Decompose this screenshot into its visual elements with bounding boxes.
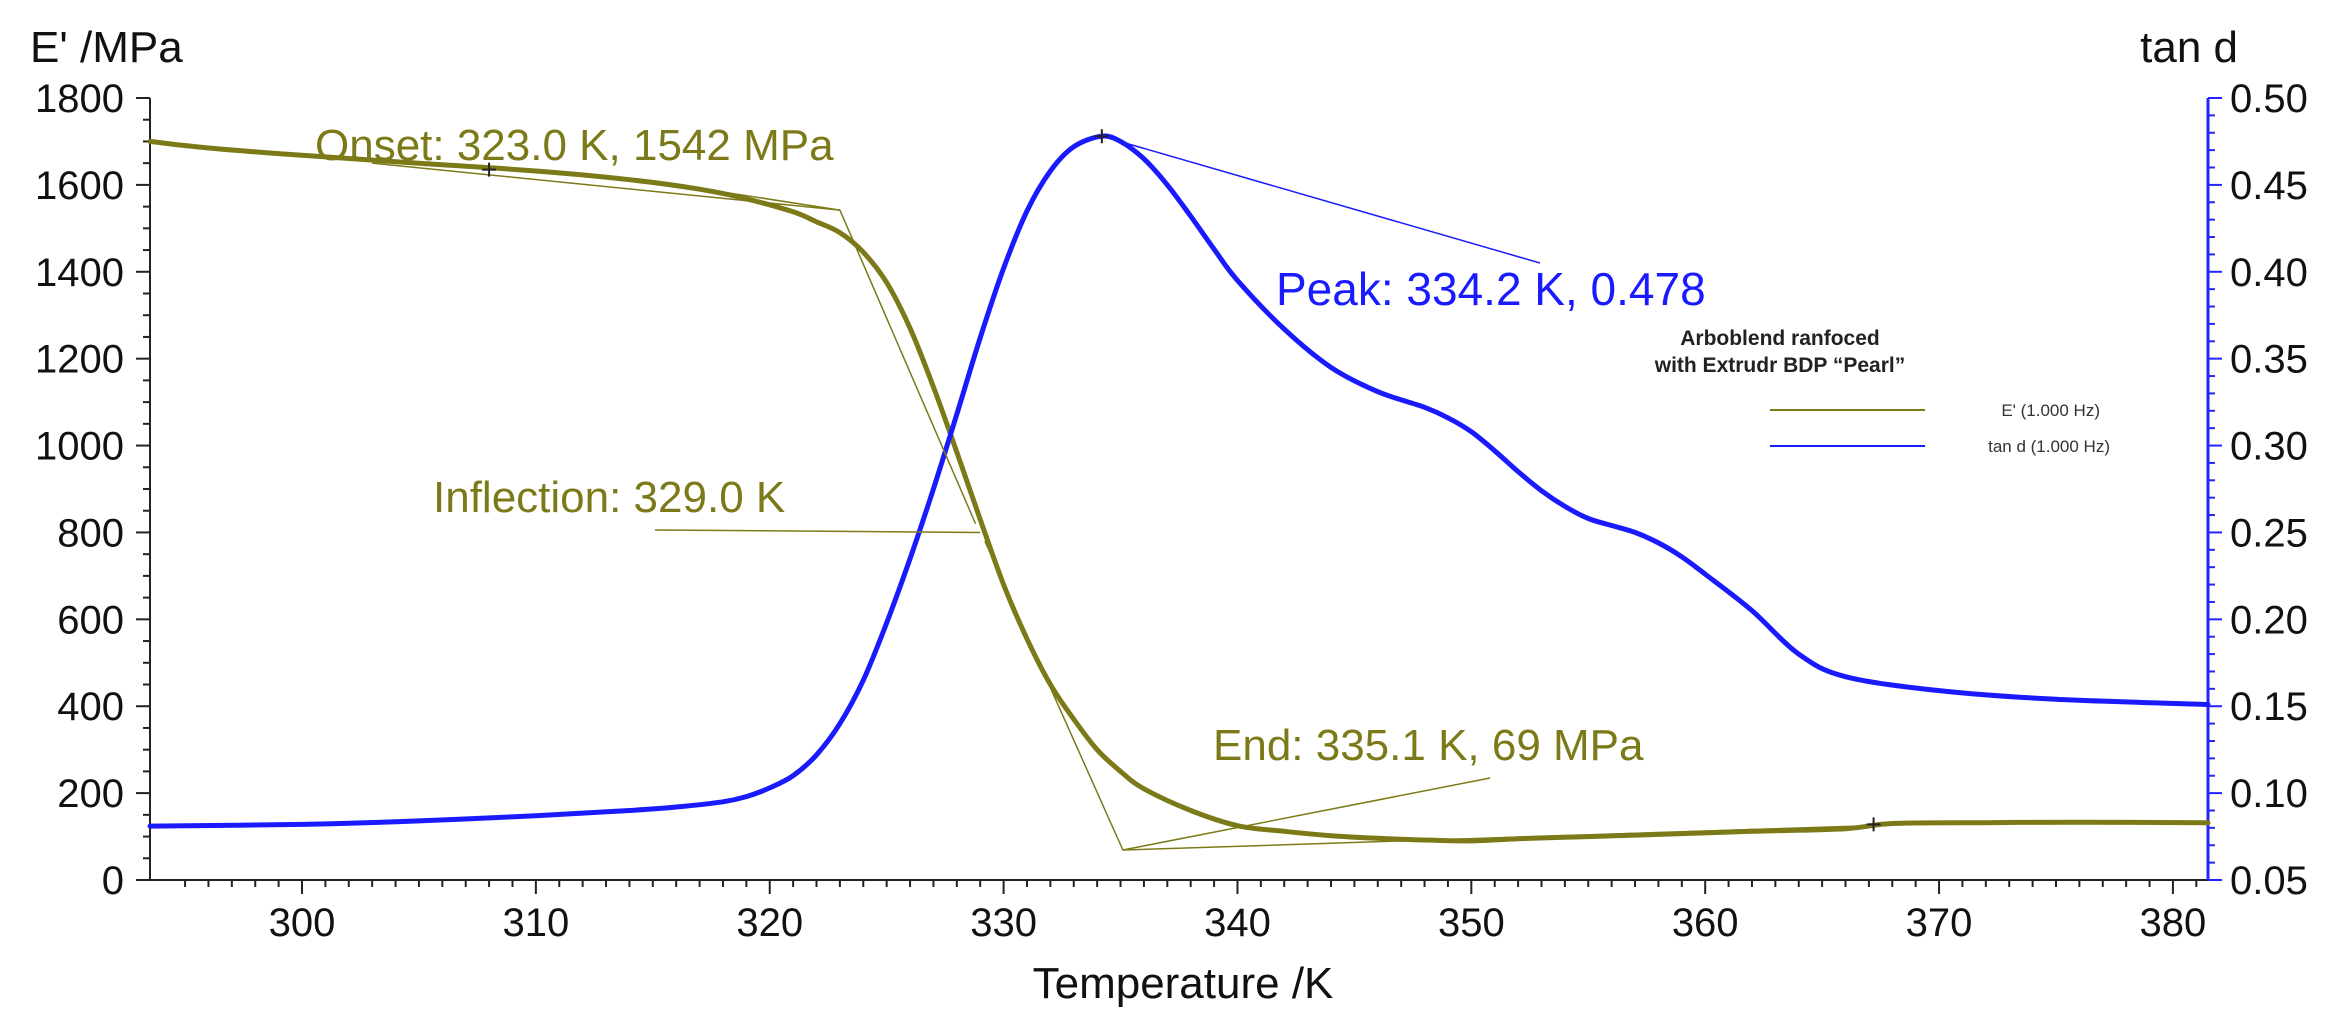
y-right-tick-label: 0.35 <box>2230 338 2308 382</box>
annotation-layer: Onset: 323.0 K, 1542 MPa Inflection: 329.… <box>315 121 1881 851</box>
y-right-tick-label: 0.05 <box>2230 859 2308 903</box>
y-right-tick-label: 0.30 <box>2230 425 2308 469</box>
y-right-tick-label: 0.45 <box>2230 164 2308 208</box>
inflection-annotation-label: Inflection: 329.0 K <box>433 473 785 522</box>
y-left-tick-label: 0 <box>102 859 124 903</box>
legend: Arboblend ranfoced with Extrudr BDP “Pea… <box>1654 327 2110 456</box>
y-left-tick-label: 1000 <box>35 425 124 469</box>
legend-title-line-1: Arboblend ranfoced <box>1680 327 1880 350</box>
y-right-tick-label: 0.15 <box>2230 685 2308 729</box>
y-left-tick-label: 1400 <box>35 251 124 295</box>
x-axis-title: Temperature /K <box>1033 959 1334 1008</box>
x-tick-label: 360 <box>1672 901 1739 945</box>
y-left-tick-label: 1200 <box>35 338 124 382</box>
onset-tangent-lines <box>372 162 977 525</box>
inflection-leader-line <box>654 529 981 534</box>
tick-labels: 300 310 320 330 340 350 360 370 380 0 200 400 600 800… <box>35 77 2308 945</box>
y-left-tick-label: 400 <box>57 685 124 729</box>
end-annotation-label: End: 335.1 K, 69 MPa <box>1213 721 1644 770</box>
y-right-axis-title: tan d <box>2140 23 2238 72</box>
onset-leader-line <box>644 179 841 211</box>
x-tick-label: 330 <box>970 901 1037 945</box>
storage-marker-start <box>482 162 497 177</box>
tick-marks <box>136 97 2222 894</box>
x-tick-label: 340 <box>1204 901 1271 945</box>
y-right-tick-label: 0.40 <box>2230 251 2308 295</box>
x-tick-label: 310 <box>503 901 570 945</box>
x-tick-label: 300 <box>269 901 336 945</box>
peak-annotation-label: Peak: 334.2 K, 0.478 <box>1276 263 1706 315</box>
y-left-axis-title: E' /MPa <box>30 23 183 72</box>
y-left-tick-label: 1600 <box>35 164 124 208</box>
x-tick-label: 350 <box>1438 901 1505 945</box>
y-right-tick-label: 0.25 <box>2230 511 2308 555</box>
y-right-tick-label: 0.10 <box>2230 772 2308 816</box>
legend-label-tan-delta: tan d (1.000 Hz) <box>1988 437 2110 456</box>
peak-marker <box>1094 129 1109 144</box>
legend-label-storage-modulus: E' (1.000 Hz) <box>2001 401 2100 420</box>
end-leader-line <box>1122 777 1491 851</box>
legend-title-line-2: with Extrudr BDP “Pearl” <box>1654 354 1906 377</box>
y-left-tick-label: 1800 <box>35 77 124 121</box>
peak-leader-line <box>1101 135 1541 264</box>
y-right-tick-label: 0.20 <box>2230 598 2308 642</box>
x-tick-label: 370 <box>1906 901 1973 945</box>
x-tick-label: 320 <box>736 901 803 945</box>
series-line-tan-delta <box>147 133 2211 829</box>
end-tangent-lines <box>984 540 1869 851</box>
y-left-tick-label: 600 <box>57 598 124 642</box>
axes <box>149 98 2210 881</box>
storage-marker-end <box>1866 817 1881 832</box>
onset-annotation-label: Onset: 323.0 K, 1542 MPa <box>315 121 834 170</box>
y-left-tick-label: 800 <box>57 511 124 555</box>
y-left-tick-label: 200 <box>57 772 124 816</box>
x-tick-label: 380 <box>2140 901 2207 945</box>
y-right-tick-label: 0.50 <box>2230 77 2308 121</box>
